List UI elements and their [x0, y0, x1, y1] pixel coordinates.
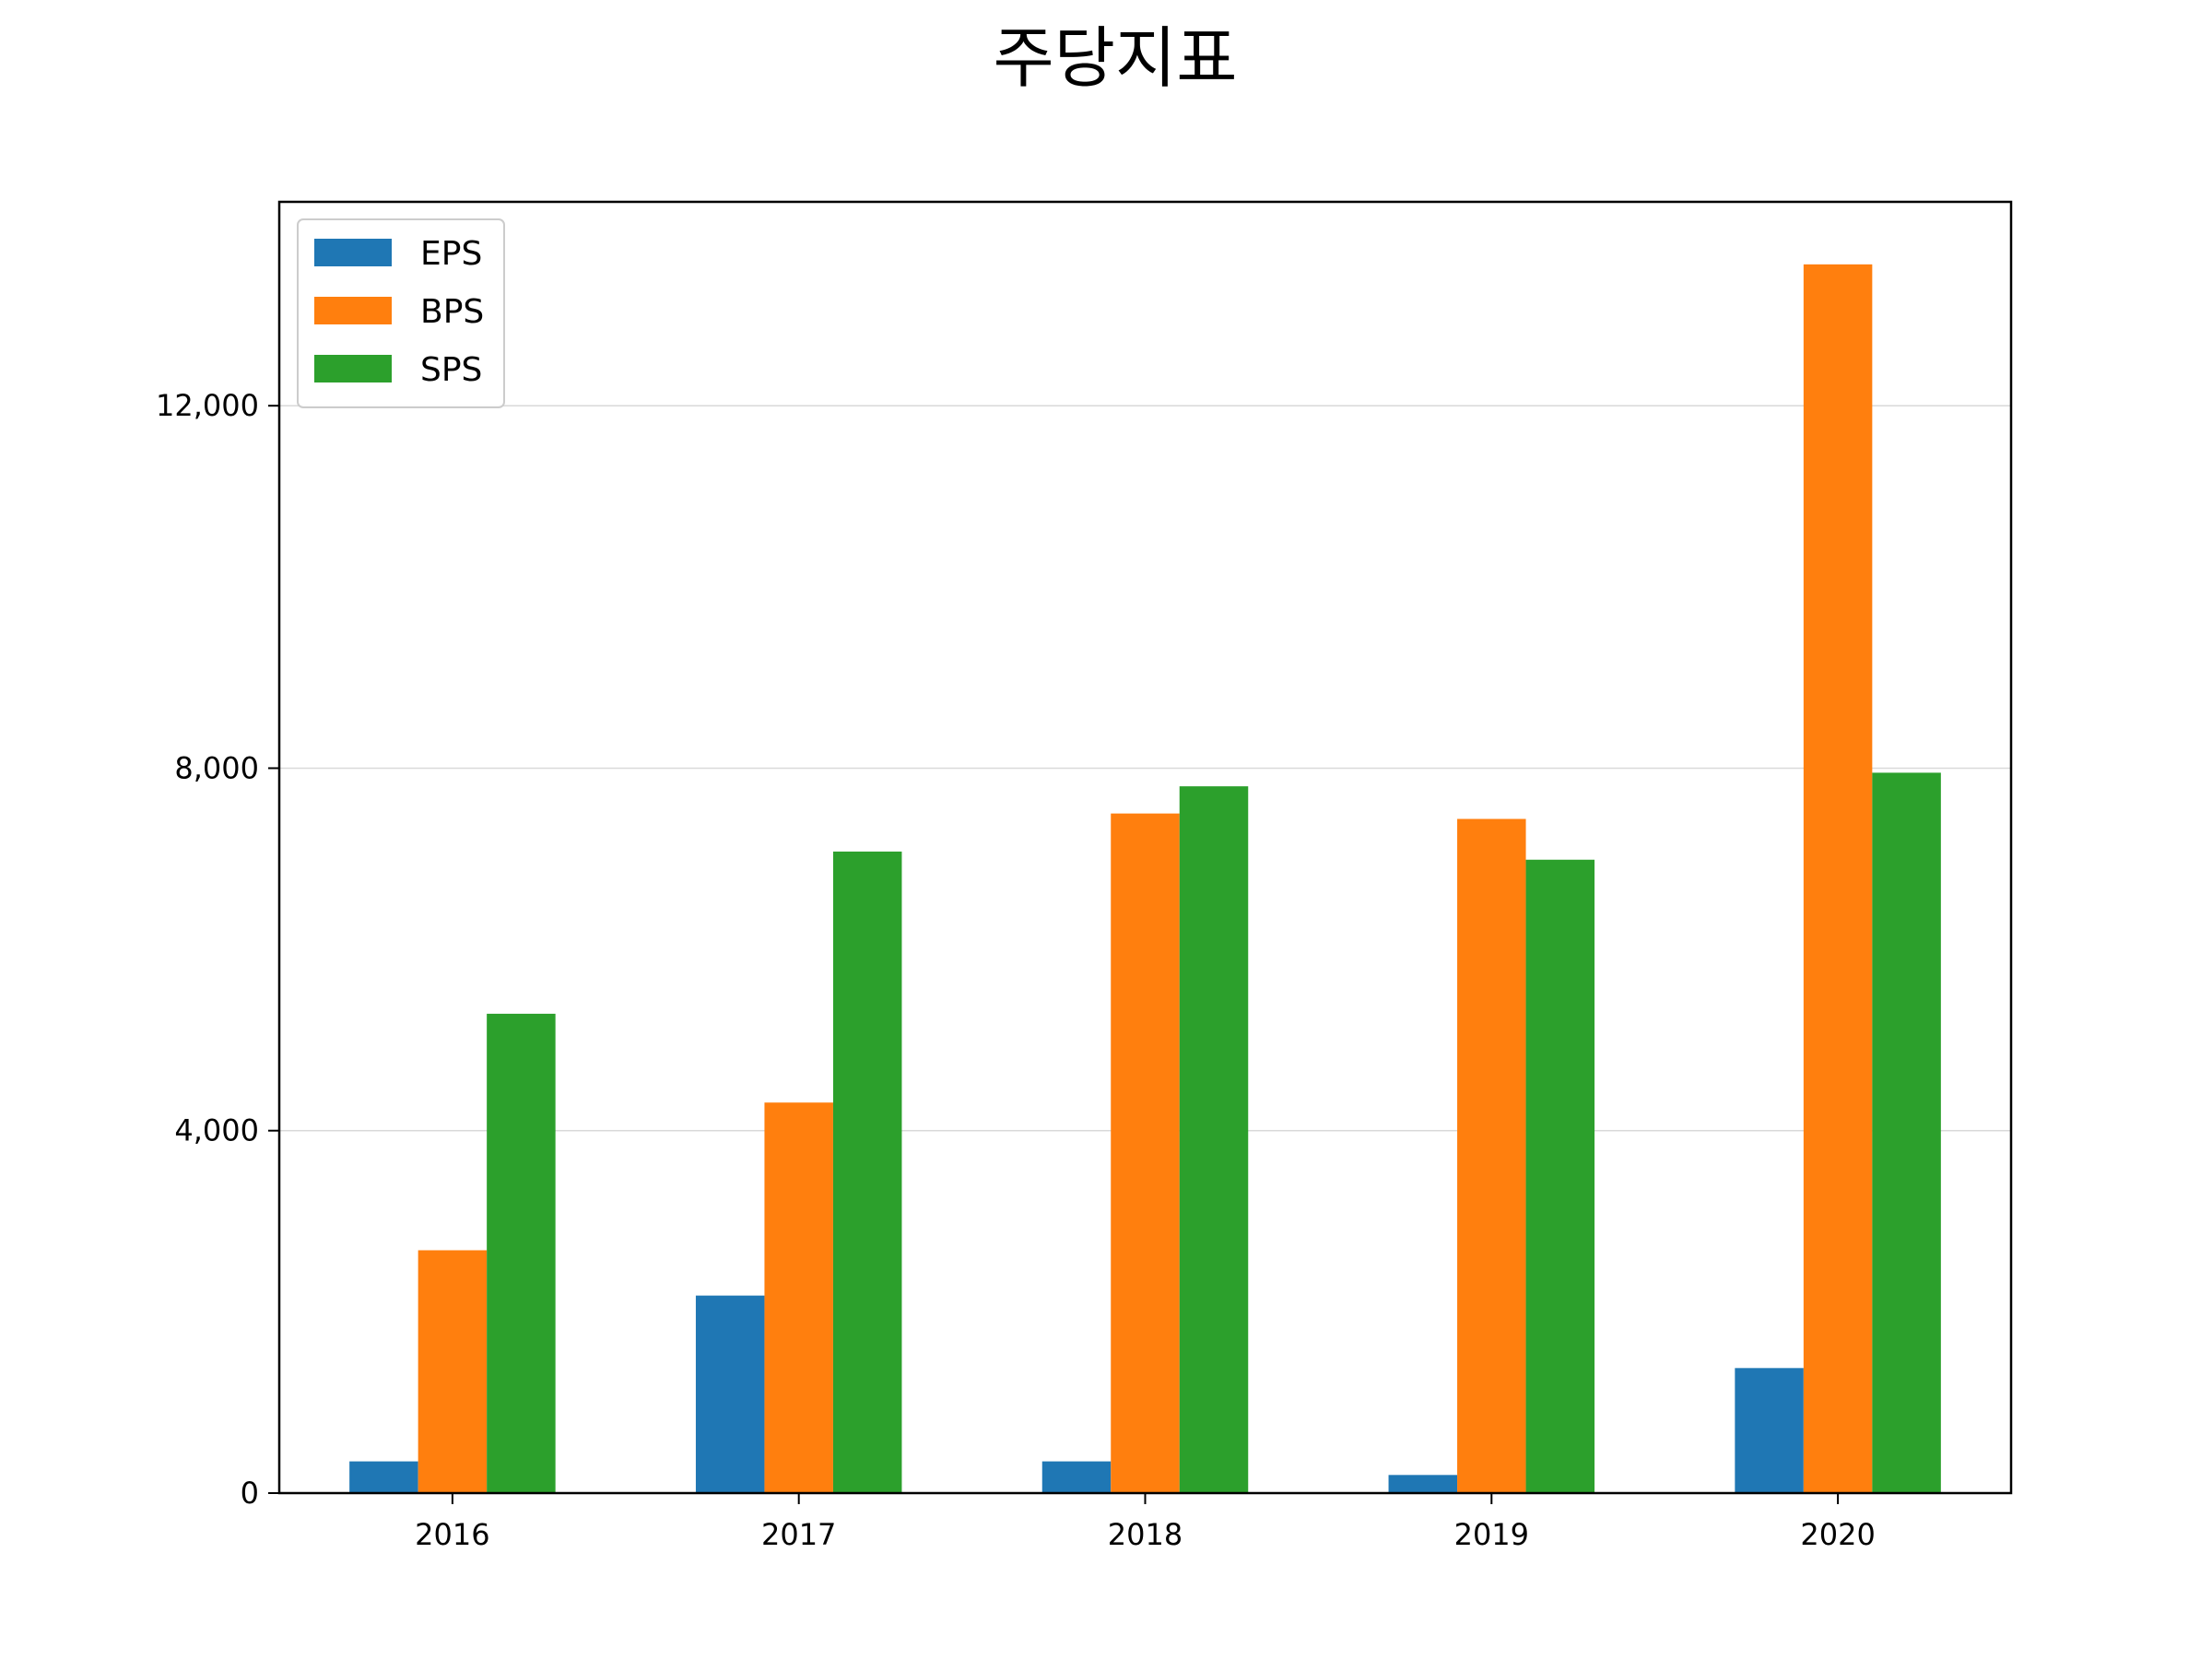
- legend-label-bps: BPS: [420, 293, 484, 331]
- bar-bps-2019: [1457, 818, 1526, 1493]
- bar-eps-2016: [349, 1461, 418, 1493]
- legend-label-eps: EPS: [420, 235, 482, 273]
- y-axis: 0 4,000 8,000 12,000: [156, 388, 279, 1511]
- bar-eps-2019: [1388, 1475, 1458, 1493]
- x-tick-label-2018: 2018: [1108, 1517, 1182, 1552]
- y-tick-label-4000: 4,000: [174, 1113, 259, 1148]
- chart-title: 주당지표: [994, 19, 1238, 97]
- x-tick-label-2016: 2016: [415, 1517, 489, 1552]
- x-tick-label-2020: 2020: [1800, 1517, 1875, 1552]
- bar-bps-2020: [1803, 264, 1873, 1493]
- y-tick-label-12000: 12,000: [156, 388, 259, 423]
- bar-bps-2017: [764, 1102, 833, 1493]
- bar-sps-2019: [1525, 859, 1595, 1493]
- bar-eps-2018: [1041, 1461, 1112, 1493]
- bar-sps-2020: [1872, 772, 1941, 1493]
- x-tick-label-2019: 2019: [1454, 1517, 1529, 1552]
- legend-swatch-eps: [314, 239, 392, 266]
- bar-sps-2017: [832, 851, 902, 1493]
- bar-sps-2018: [1179, 786, 1249, 1493]
- bar-sps-2016: [487, 1013, 556, 1493]
- legend-swatch-bps: [314, 297, 392, 324]
- bar-eps-2017: [695, 1295, 765, 1493]
- y-tick-label-8000: 8,000: [174, 750, 259, 785]
- legend-label-sps: SPS: [420, 351, 482, 389]
- x-axis: 2016 2017 2018 2019 2020: [415, 1493, 1876, 1552]
- bar-bps-2016: [418, 1250, 488, 1493]
- bars: [349, 264, 1941, 1493]
- y-tick-label-0: 0: [241, 1476, 259, 1511]
- legend-swatch-sps: [314, 355, 392, 382]
- bar-eps-2020: [1735, 1368, 1804, 1493]
- legend: EPS BPS SPS: [297, 218, 505, 408]
- x-tick-label-2017: 2017: [761, 1517, 836, 1552]
- bar-bps-2018: [1111, 813, 1180, 1493]
